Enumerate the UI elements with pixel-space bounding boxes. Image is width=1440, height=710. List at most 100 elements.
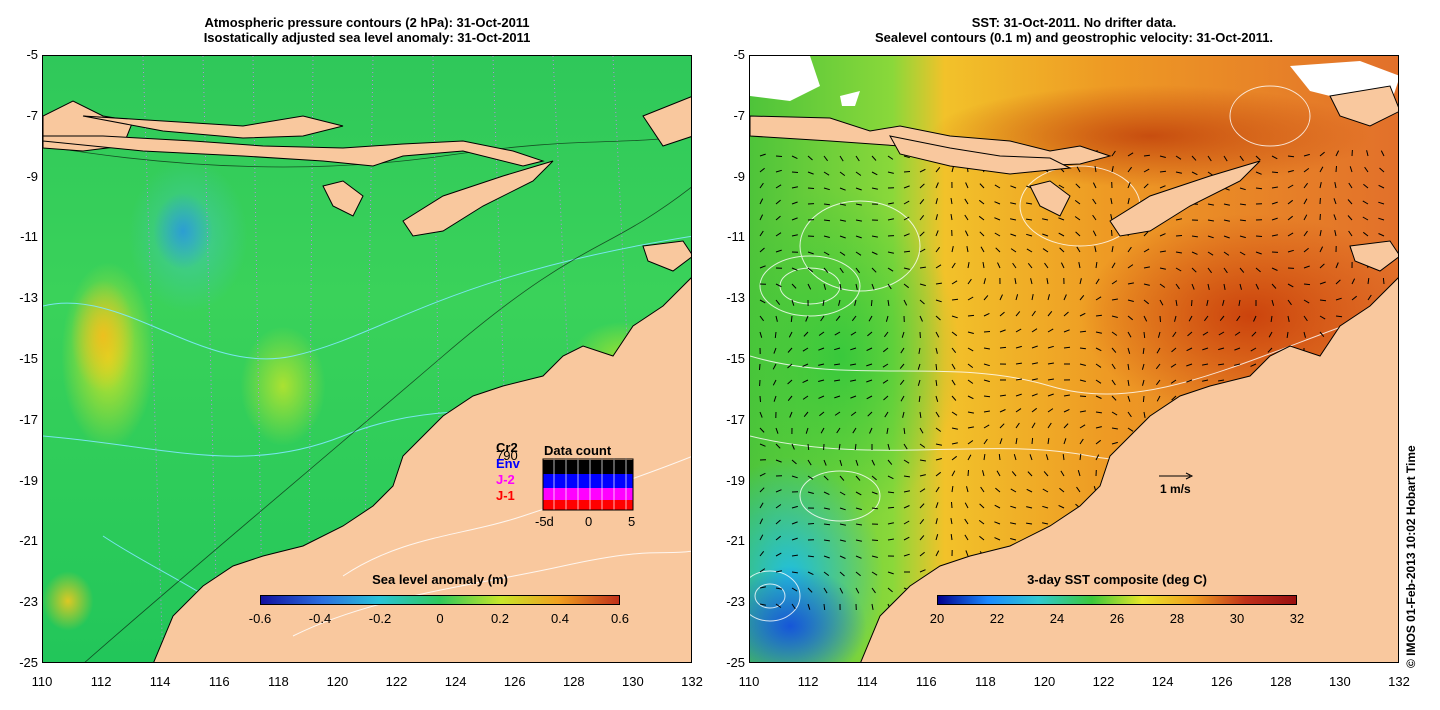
velocity-arrow — [983, 395, 991, 398]
velocity-arrow — [964, 534, 969, 541]
velocity-arrow — [1251, 331, 1257, 337]
velocity-arrow — [1031, 407, 1038, 413]
velocity-arrow — [903, 520, 910, 525]
velocity-arrow — [1319, 263, 1325, 269]
velocity-arrow — [967, 454, 972, 461]
velocity-arrow — [791, 603, 796, 610]
velocity-arrow — [1366, 150, 1369, 157]
velocity-arrow — [1047, 345, 1054, 349]
velocity-arrow — [823, 251, 830, 256]
velocity-arrow — [1303, 182, 1308, 189]
right-x-tick-7: 124 — [1151, 674, 1174, 689]
velocity-arrow — [807, 491, 814, 494]
velocity-arrow — [775, 570, 782, 573]
velocity-arrow — [1191, 299, 1193, 307]
velocity-arrow — [855, 203, 862, 206]
left-y-tick-8: -21 — [19, 533, 38, 549]
velocity-arrow — [839, 555, 846, 559]
left-x-tick-5: 120 — [326, 674, 349, 689]
velocity-arrow — [1382, 277, 1385, 285]
velocity-arrow — [978, 215, 985, 221]
velocity-arrow — [1271, 267, 1278, 271]
velocity-arrow — [887, 538, 894, 541]
velocity-arrow — [1031, 294, 1034, 301]
velocity-arrow — [805, 427, 809, 434]
velocity-arrow — [1333, 214, 1337, 221]
velocity-arrow — [803, 331, 809, 337]
velocity-arrow — [982, 470, 985, 477]
velocity-arrow — [887, 171, 894, 174]
velocity-arrow — [999, 311, 1005, 317]
velocity-arrow — [775, 155, 783, 157]
velocity-arrow — [1159, 233, 1166, 237]
velocity-arrow — [967, 395, 974, 400]
velocity-arrow — [903, 233, 910, 237]
velocity-arrow — [1079, 438, 1084, 445]
velocity-arrow — [1155, 363, 1161, 370]
velocity-arrow — [871, 603, 874, 610]
velocity-arrow — [951, 501, 953, 509]
velocity-arrow — [885, 315, 889, 322]
velocity-arrow — [823, 523, 831, 526]
velocity-arrow — [871, 155, 877, 161]
velocity-arrow — [839, 235, 846, 239]
inset-tick-minus5: -5d — [535, 514, 554, 529]
velocity-arrow — [802, 363, 809, 367]
left-y-tick-0: -5 — [26, 47, 38, 62]
velocity-arrow — [1092, 214, 1097, 221]
velocity-arrow — [1175, 267, 1182, 272]
velocity-arrow — [967, 363, 974, 369]
velocity-arrow — [1095, 331, 1103, 334]
velocity-arrow — [1175, 235, 1183, 237]
velocity-arrow — [1094, 245, 1097, 253]
velocity-arrow — [983, 278, 986, 285]
velocity-arrow — [1060, 470, 1065, 477]
velocity-arrow — [1255, 187, 1263, 190]
velocity-arrow — [1319, 181, 1322, 189]
velocity-arrow — [1303, 265, 1310, 269]
velocity-arrow — [1287, 283, 1294, 288]
left-x-tick-0: 110 — [31, 674, 53, 689]
velocity-arrow — [759, 198, 764, 205]
velocity-arrow — [1287, 249, 1294, 253]
left-y-tick-5: -15 — [19, 351, 38, 366]
velocity-arrow — [775, 184, 782, 189]
velocity-arrow — [835, 315, 841, 322]
right-x-tick-2: 114 — [856, 674, 878, 689]
velocity-arrow — [759, 230, 764, 237]
velocity-arrow — [983, 347, 990, 350]
velocity-arrow — [838, 299, 841, 306]
velocity-arrow — [1076, 166, 1081, 173]
velocity-arrow — [919, 266, 926, 269]
velocity-arrow — [1287, 155, 1295, 158]
left-y-tick-3: -11 — [20, 229, 38, 245]
velocity-arrow — [994, 521, 1001, 525]
velocity-arrow — [1042, 218, 1049, 221]
velocity-arrow — [919, 411, 922, 418]
velocity-arrow — [839, 459, 843, 466]
velocity-arrow — [805, 315, 809, 322]
velocity-arrow — [802, 395, 809, 400]
velocity-arrow — [950, 534, 953, 541]
velocity-arrow — [903, 283, 910, 289]
velocity-arrow — [883, 331, 889, 338]
velocity-arrow — [791, 571, 798, 574]
velocity-arrow — [818, 331, 825, 336]
velocity-arrow — [1127, 411, 1132, 418]
velocity-arrow — [1234, 363, 1241, 366]
velocity-arrow — [1143, 315, 1148, 322]
velocity-arrow — [919, 443, 926, 448]
velocity-arrow — [999, 409, 1006, 413]
velocity-arrow — [791, 554, 798, 557]
velocity-arrow — [1319, 331, 1325, 338]
velocity-arrow — [882, 379, 889, 384]
velocity-arrow — [790, 315, 793, 323]
velocity-arrow — [759, 395, 761, 403]
velocity-arrow — [823, 219, 831, 222]
velocity-arrow — [965, 182, 969, 189]
velocity-arrow — [1239, 155, 1244, 162]
inset-tick-5: 5 — [628, 514, 636, 529]
velocity-arrow — [1335, 315, 1343, 318]
velocity-arrow — [1015, 422, 1020, 429]
velocity-arrow — [1303, 331, 1306, 338]
